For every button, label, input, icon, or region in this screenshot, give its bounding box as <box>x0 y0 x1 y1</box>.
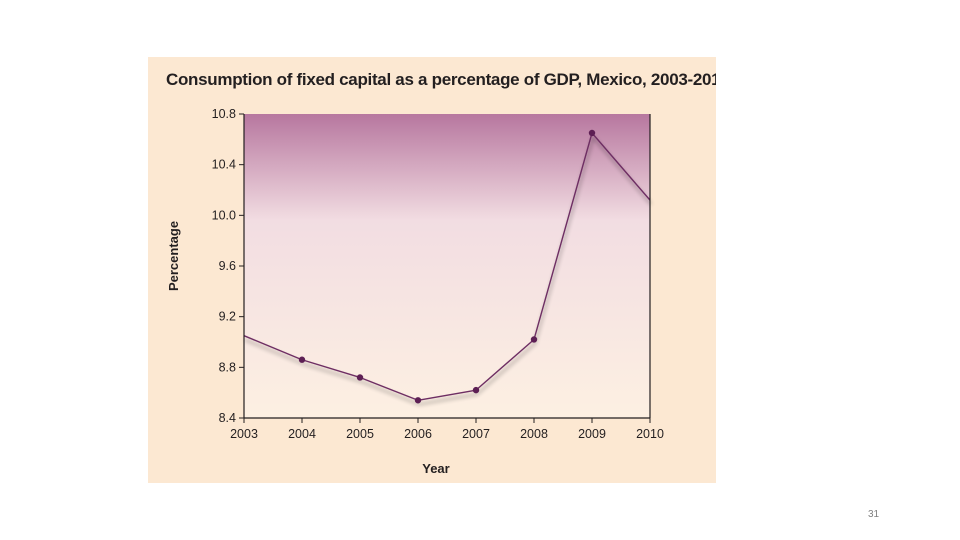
x-tick-label: 2008 <box>520 427 548 441</box>
data-point-2007 <box>472 386 480 394</box>
x-tick-label: 2009 <box>578 427 606 441</box>
data-markers <box>298 129 596 404</box>
page-number: 31 <box>868 509 880 520</box>
y-tick-label: 8.8 <box>219 360 236 374</box>
y-tick-label: 8.4 <box>219 411 236 425</box>
data-point-2008 <box>530 336 538 343</box>
data-point-2009 <box>588 129 596 137</box>
y-tick-label: 10.0 <box>212 208 236 222</box>
series-line <box>243 132 651 401</box>
y-axis-label: Percentage <box>166 221 181 291</box>
y-tick-label: 10.8 <box>212 107 236 121</box>
chart-panel: Consumption of fixed capital as a percen… <box>148 57 716 483</box>
x-tick-label: 2010 <box>636 427 664 441</box>
line-chart: Consumption of fixed capital as a percen… <box>166 70 716 476</box>
data-point-2005 <box>356 374 364 381</box>
x-axis-ticks: 2003 2004 2005 2006 2007 2008 2009 2010 <box>230 418 664 441</box>
y-tick-label: 9.2 <box>219 310 236 324</box>
data-point-2006 <box>414 397 422 404</box>
x-tick-label: 2005 <box>346 427 374 441</box>
axes <box>243 114 651 419</box>
x-tick-label: 2007 <box>462 427 490 441</box>
x-tick-label: 2003 <box>230 427 258 441</box>
data-point-2004 <box>298 356 306 363</box>
x-tick-label: 2004 <box>288 427 316 441</box>
y-axis-ticks: 8.4 8.8 9.2 9.6 10.0 10.4 10.8 <box>212 107 244 425</box>
x-axis-label: Year <box>422 461 449 476</box>
x-tick-label: 2006 <box>404 427 432 441</box>
plot-area <box>244 114 650 418</box>
y-tick-label: 9.6 <box>219 259 236 273</box>
chart-title: Consumption of fixed capital as a percen… <box>166 70 716 89</box>
y-tick-label: 10.4 <box>212 158 236 172</box>
